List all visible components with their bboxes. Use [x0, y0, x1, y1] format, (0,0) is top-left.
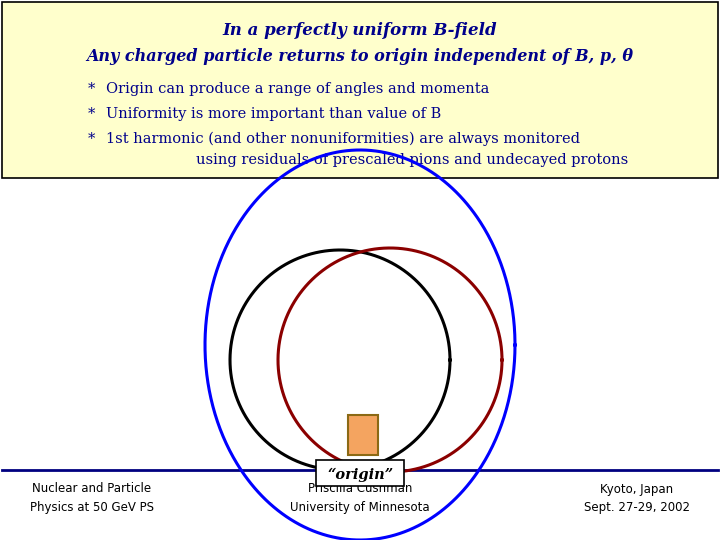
Text: Priscilla Cushman
University of Minnesota: Priscilla Cushman University of Minnesot…	[290, 483, 430, 514]
Text: *: *	[88, 132, 95, 146]
Text: Uniformity is more important than value of B: Uniformity is more important than value …	[106, 107, 441, 121]
Text: *: *	[88, 107, 95, 121]
Text: “origin”: “origin”	[327, 468, 393, 482]
Text: Origin can produce a range of angles and momenta: Origin can produce a range of angles and…	[106, 82, 490, 96]
Text: Nuclear and Particle
Physics at 50 GeV PS: Nuclear and Particle Physics at 50 GeV P…	[30, 483, 154, 514]
Text: 1st harmonic (and other nonuniformities) are always monitored: 1st harmonic (and other nonuniformities)…	[106, 132, 580, 146]
Text: In a perfectly uniform B-field: In a perfectly uniform B-field	[222, 22, 498, 39]
Text: Kyoto, Japan
Sept. 27-29, 2002: Kyoto, Japan Sept. 27-29, 2002	[584, 483, 690, 514]
Bar	[2, 2, 718, 178]
Bar	[348, 415, 378, 455]
Text: using residuals of prescaled pions and undecayed protons: using residuals of prescaled pions and u…	[196, 153, 629, 167]
Text: *: *	[88, 82, 95, 96]
Text: Any charged particle returns to origin independent of B, p, θ: Any charged particle returns to origin i…	[86, 48, 634, 65]
Bar	[316, 460, 404, 486]
